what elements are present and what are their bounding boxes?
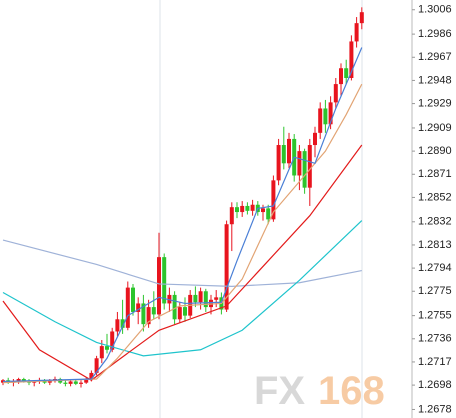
candle-body — [266, 208, 271, 220]
candle-body — [105, 346, 109, 350]
moving-average — [2, 220, 363, 357]
candle-body — [214, 297, 219, 300]
candle-body — [354, 23, 359, 42]
moving-average — [2, 83, 363, 384]
candle-body — [151, 307, 156, 315]
candle-body — [125, 287, 130, 328]
candle-body — [302, 151, 307, 188]
candle-body — [183, 307, 187, 316]
candle-body — [79, 382, 83, 384]
candle-body — [68, 381, 73, 384]
candle-body — [229, 207, 234, 225]
candle-body — [146, 307, 151, 325]
candle-body — [287, 138, 291, 164]
watermark-fx: FX — [254, 369, 305, 413]
candle-body — [323, 108, 328, 125]
candle-body — [224, 224, 229, 310]
candle-body — [120, 319, 125, 328]
y-tick-label: 1.2967 — [418, 51, 452, 63]
y-tick-label: 1.2813 — [418, 239, 452, 251]
y-tick-label: 1.2832 — [418, 216, 452, 228]
watermark: FX 168 — [254, 369, 385, 413]
candle-body — [32, 381, 37, 383]
watermark-num: 168 — [318, 369, 385, 413]
moving-average — [2, 239, 362, 287]
candle-body — [349, 41, 354, 78]
candle-body — [157, 257, 161, 315]
y-tick-label: 1.2775 — [418, 285, 452, 297]
candle-body — [209, 299, 213, 308]
candle-body — [276, 145, 281, 181]
y-tick-label: 1.2890 — [418, 145, 452, 157]
candle-body — [136, 303, 141, 312]
candle-body — [172, 294, 177, 320]
candle-body — [328, 102, 333, 125]
y-tick-label: 1.2948 — [418, 74, 452, 86]
candle-body — [115, 319, 120, 332]
candle-body — [297, 151, 302, 176]
candle-body — [63, 382, 68, 384]
candle-body — [359, 12, 364, 24]
candle-body — [16, 379, 21, 382]
candle-body — [318, 108, 323, 133]
y-tick-label: 1.2755 — [418, 310, 452, 322]
candle-body — [47, 380, 52, 383]
candle-body — [84, 379, 89, 383]
candle-body — [261, 208, 265, 213]
candle-body — [313, 132, 317, 146]
candle-body — [307, 145, 312, 188]
y-tick-label: 1.2929 — [418, 97, 452, 109]
y-tick-label: 1.3006 — [418, 4, 452, 16]
y-tick-label: 1.2698 — [418, 379, 452, 391]
y-tick-label: 1.2794 — [418, 262, 452, 274]
candle-body — [177, 307, 182, 320]
candle-body — [240, 205, 245, 213]
candle-body — [339, 68, 343, 85]
moving-average — [2, 47, 363, 383]
candle-body — [198, 291, 203, 303]
candle-body — [333, 84, 338, 103]
candle-body — [193, 294, 198, 303]
candle-body — [94, 358, 99, 373]
candle-body — [235, 207, 239, 213]
candle-body — [89, 372, 94, 380]
candle-body — [162, 257, 167, 304]
candle-body — [203, 291, 208, 308]
y-tick-label: 1.2909 — [418, 122, 452, 134]
y-tick-label: 1.2986 — [418, 28, 452, 40]
candle-body — [73, 381, 78, 384]
candle-body — [21, 379, 26, 382]
y-tick-label: 1.2736 — [418, 333, 452, 345]
y-tick-label: 1.2678 — [418, 403, 452, 415]
y-tick-label: 1.2852 — [418, 191, 452, 203]
candle-body — [271, 180, 276, 220]
candle-body — [245, 205, 250, 211]
candle-body — [141, 303, 146, 325]
y-tick-label: 1.2871 — [418, 168, 452, 180]
candle-body — [131, 287, 135, 312]
candle-body — [250, 204, 255, 211]
candle-body — [99, 346, 104, 359]
candle-body — [344, 68, 349, 78]
moving-average — [2, 144, 363, 381]
candle-body — [281, 145, 286, 164]
y-tick-label: 1.2717 — [418, 356, 452, 368]
candle-body — [110, 331, 115, 350]
